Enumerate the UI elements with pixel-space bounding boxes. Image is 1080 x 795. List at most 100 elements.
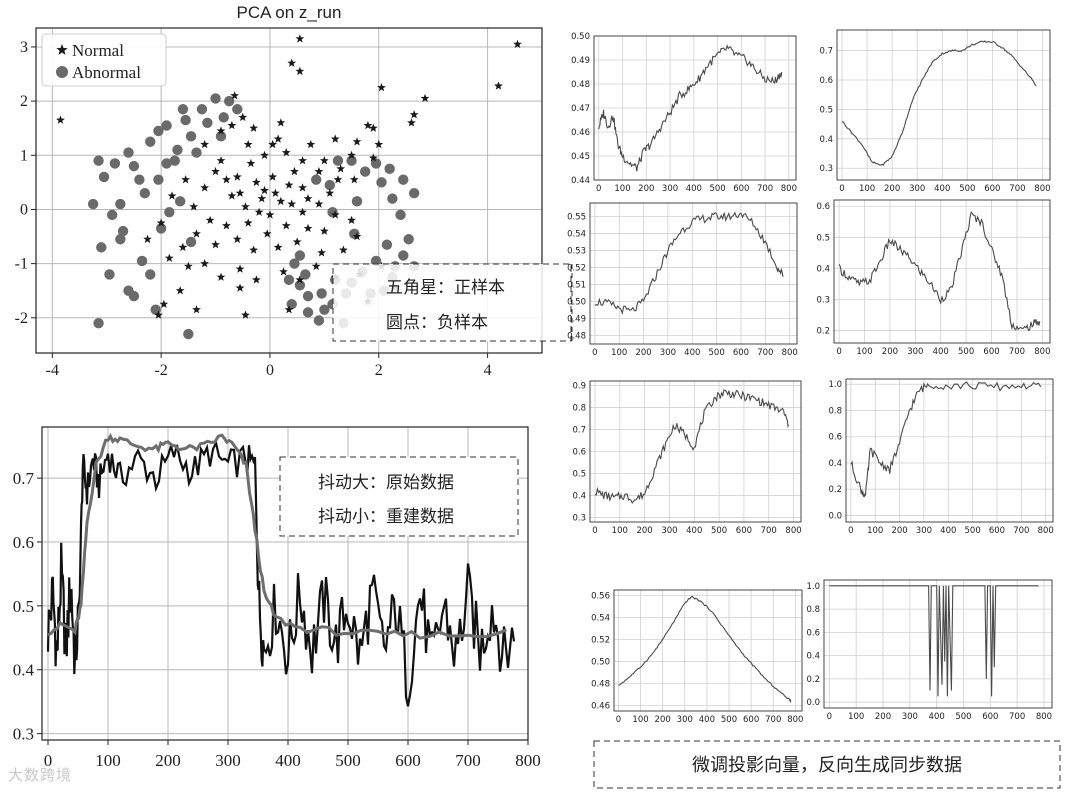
mini-xtick-label: 800 [782,348,798,358]
mini-ytick-label: 0.3 [816,295,830,305]
mini-xtick-label: 200 [882,347,898,357]
mini-xtick-label: 700 [1013,526,1029,536]
normal-point [276,118,286,127]
mini-xtick-label: 300 [902,712,918,722]
mini-plot-frame [833,199,1051,344]
abnormal-point [300,269,311,280]
normal-point [303,194,313,203]
mini-ytick-label: 0.54 [591,614,610,624]
mini-plot-frame [836,29,1051,181]
normal-point [249,245,258,254]
abnormal-point [161,120,172,131]
mini-xtick-label: 300 [907,347,923,357]
pca-xtick-label: 4 [484,362,492,379]
normal-point [260,150,269,159]
mini-xtick-label: 100 [859,184,875,194]
mini-xtick-label: 400 [929,712,945,722]
mini-ytick-label: 0.44 [571,176,590,186]
normal-point [298,207,307,216]
normal-point [238,112,248,122]
mini-series-line [594,211,784,315]
mini-ytick-label: 0.46 [571,128,590,138]
recon-xtick-label: 700 [455,751,481,770]
normal-point [290,166,299,176]
mini-ytick-label: 0.8 [572,403,586,413]
normal-point [295,66,305,76]
mini-ytick-label: 0.46 [591,702,610,712]
normal-point [279,267,288,276]
mini-ytick-label: 0.8 [806,605,820,615]
normal-point [336,164,346,173]
mini-ytick-label: 0.9 [572,381,586,391]
abnormal-point [128,160,140,172]
mini-xtick-label: 700 [1009,347,1025,357]
mini-xtick-label: 200 [638,184,654,194]
mini-ytick-label: 0.0 [806,698,820,708]
normal-point [369,123,378,132]
abnormal-point [134,174,145,185]
recon-ytick-label: 0.6 [13,533,34,552]
mini-ytick-label: 0.49 [571,56,590,66]
mini-plot-frame [589,202,798,345]
normal-point [276,196,286,206]
normal-point [246,158,256,168]
normal-point [222,175,231,184]
mini-xtick-label: 500 [709,184,725,194]
normal-point [320,156,329,165]
mini-xtick-label: 800 [785,526,801,536]
normal-point [295,275,305,284]
abnormal-point [153,125,164,137]
abnormal-point [370,158,382,169]
annotation-line-1: 五角星：正样本 [386,278,505,298]
pca-xtick-label: 2 [375,362,383,379]
mini-xtick-label: 400 [699,715,715,725]
abnormal-point [408,188,420,199]
mini-ytick-label: 0.3 [572,514,586,524]
mini-chart-r1c1: 0 100 200 300 400 500 600 700 800 0.44 0.45 0.46 0.4… [571,32,797,194]
normal-point [298,156,307,165]
normal-point [317,248,326,257]
normal-point [347,150,356,159]
mini-xtick-label: 800 [1034,184,1050,194]
mini-xtick-label: 100 [632,715,648,725]
mini-xtick-label: 500 [958,347,974,357]
abnormal-point [346,155,357,166]
mini-ytick-label: 0.54 [567,230,586,240]
normal-point [352,137,362,146]
mini-xtick-label: 400 [940,526,956,536]
mini-ytick-label: 0.45 [571,152,590,162]
mini-ytick-label: 0.5 [572,470,586,480]
normal-point [330,210,340,219]
abnormal-point [183,328,194,340]
normal-point [200,183,209,192]
pca-ytick-label: 1 [20,147,28,164]
abnormal-point [174,196,186,207]
mini-xtick-label: 800 [1036,712,1052,722]
mini-ytick-label: 0.7 [819,47,833,57]
normal-point [154,310,163,319]
recon-xtick-label: 800 [515,751,541,770]
normal-point [257,194,267,203]
recon-xtick-label: 0 [44,751,53,770]
abnormal-point [93,155,104,166]
mini-xtick-label: 500 [955,712,971,722]
normal-point [181,175,190,184]
mini-xtick-label: 600 [989,526,1005,536]
mini-xtick-label: 100 [611,348,627,358]
mini-ytick-label: 0.55 [567,213,586,223]
abnormal-point [302,307,314,318]
normal-point [303,223,313,233]
normal-point [268,139,278,149]
normal-point [167,191,177,200]
mini-ytick-label: 0.6 [572,448,586,458]
mini-ytick-label: 0.6 [806,628,820,638]
normal-point [265,210,275,219]
mini-xtick-label: 300 [909,184,925,194]
normal-point [349,175,359,184]
recon-annotation-line-2: 抖动小：重建数据 [318,507,454,527]
normal-point [184,261,193,271]
abnormal-point [115,234,126,245]
mini-xtick-label: 800 [781,184,797,194]
pca-ytick-label: 2 [20,93,28,110]
mini-series-line [838,211,1041,331]
